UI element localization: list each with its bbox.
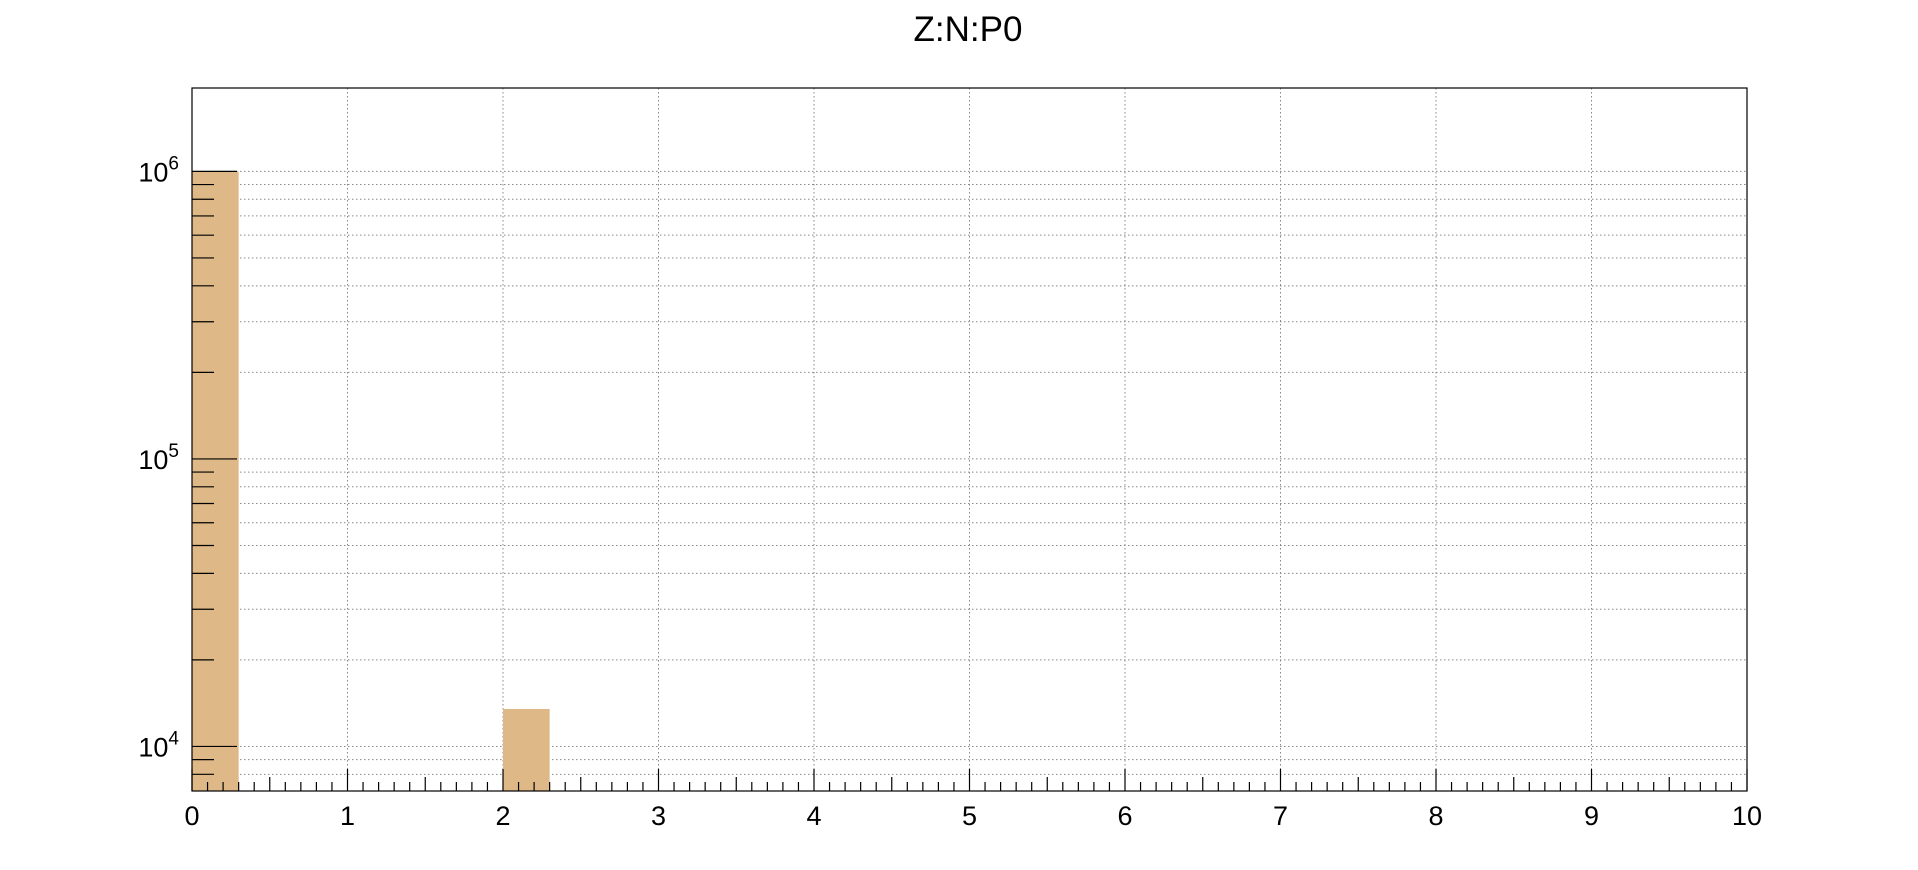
x-tick-label: 2 bbox=[495, 801, 510, 831]
x-tick-label: 7 bbox=[1273, 801, 1288, 831]
y-tick-label: 104 bbox=[138, 728, 179, 762]
y-tick-label: 106 bbox=[138, 153, 179, 187]
histogram-bar bbox=[192, 171, 239, 791]
x-tick-label: 3 bbox=[651, 801, 666, 831]
chart-title: Z:N:P0 bbox=[914, 10, 1023, 49]
x-tick-label: 9 bbox=[1584, 801, 1599, 831]
y-tick-label: 105 bbox=[138, 441, 179, 475]
x-tick-label: 0 bbox=[184, 801, 199, 831]
x-tick-label: 1 bbox=[340, 801, 355, 831]
x-tick-label: 8 bbox=[1428, 801, 1443, 831]
axis-ticks bbox=[191, 170, 1748, 791]
x-tick-label: 4 bbox=[806, 801, 821, 831]
x-tick-label: 6 bbox=[1117, 801, 1132, 831]
histogram-bar bbox=[503, 708, 550, 791]
x-tick-label: 5 bbox=[962, 801, 977, 831]
axis-labels: 0 1 2 3 4 5 6 7 8 9 10 104 105 106 bbox=[138, 153, 1762, 831]
x-tick-label: 10 bbox=[1732, 801, 1762, 831]
bars bbox=[192, 171, 550, 791]
grid-lines bbox=[192, 88, 1747, 791]
